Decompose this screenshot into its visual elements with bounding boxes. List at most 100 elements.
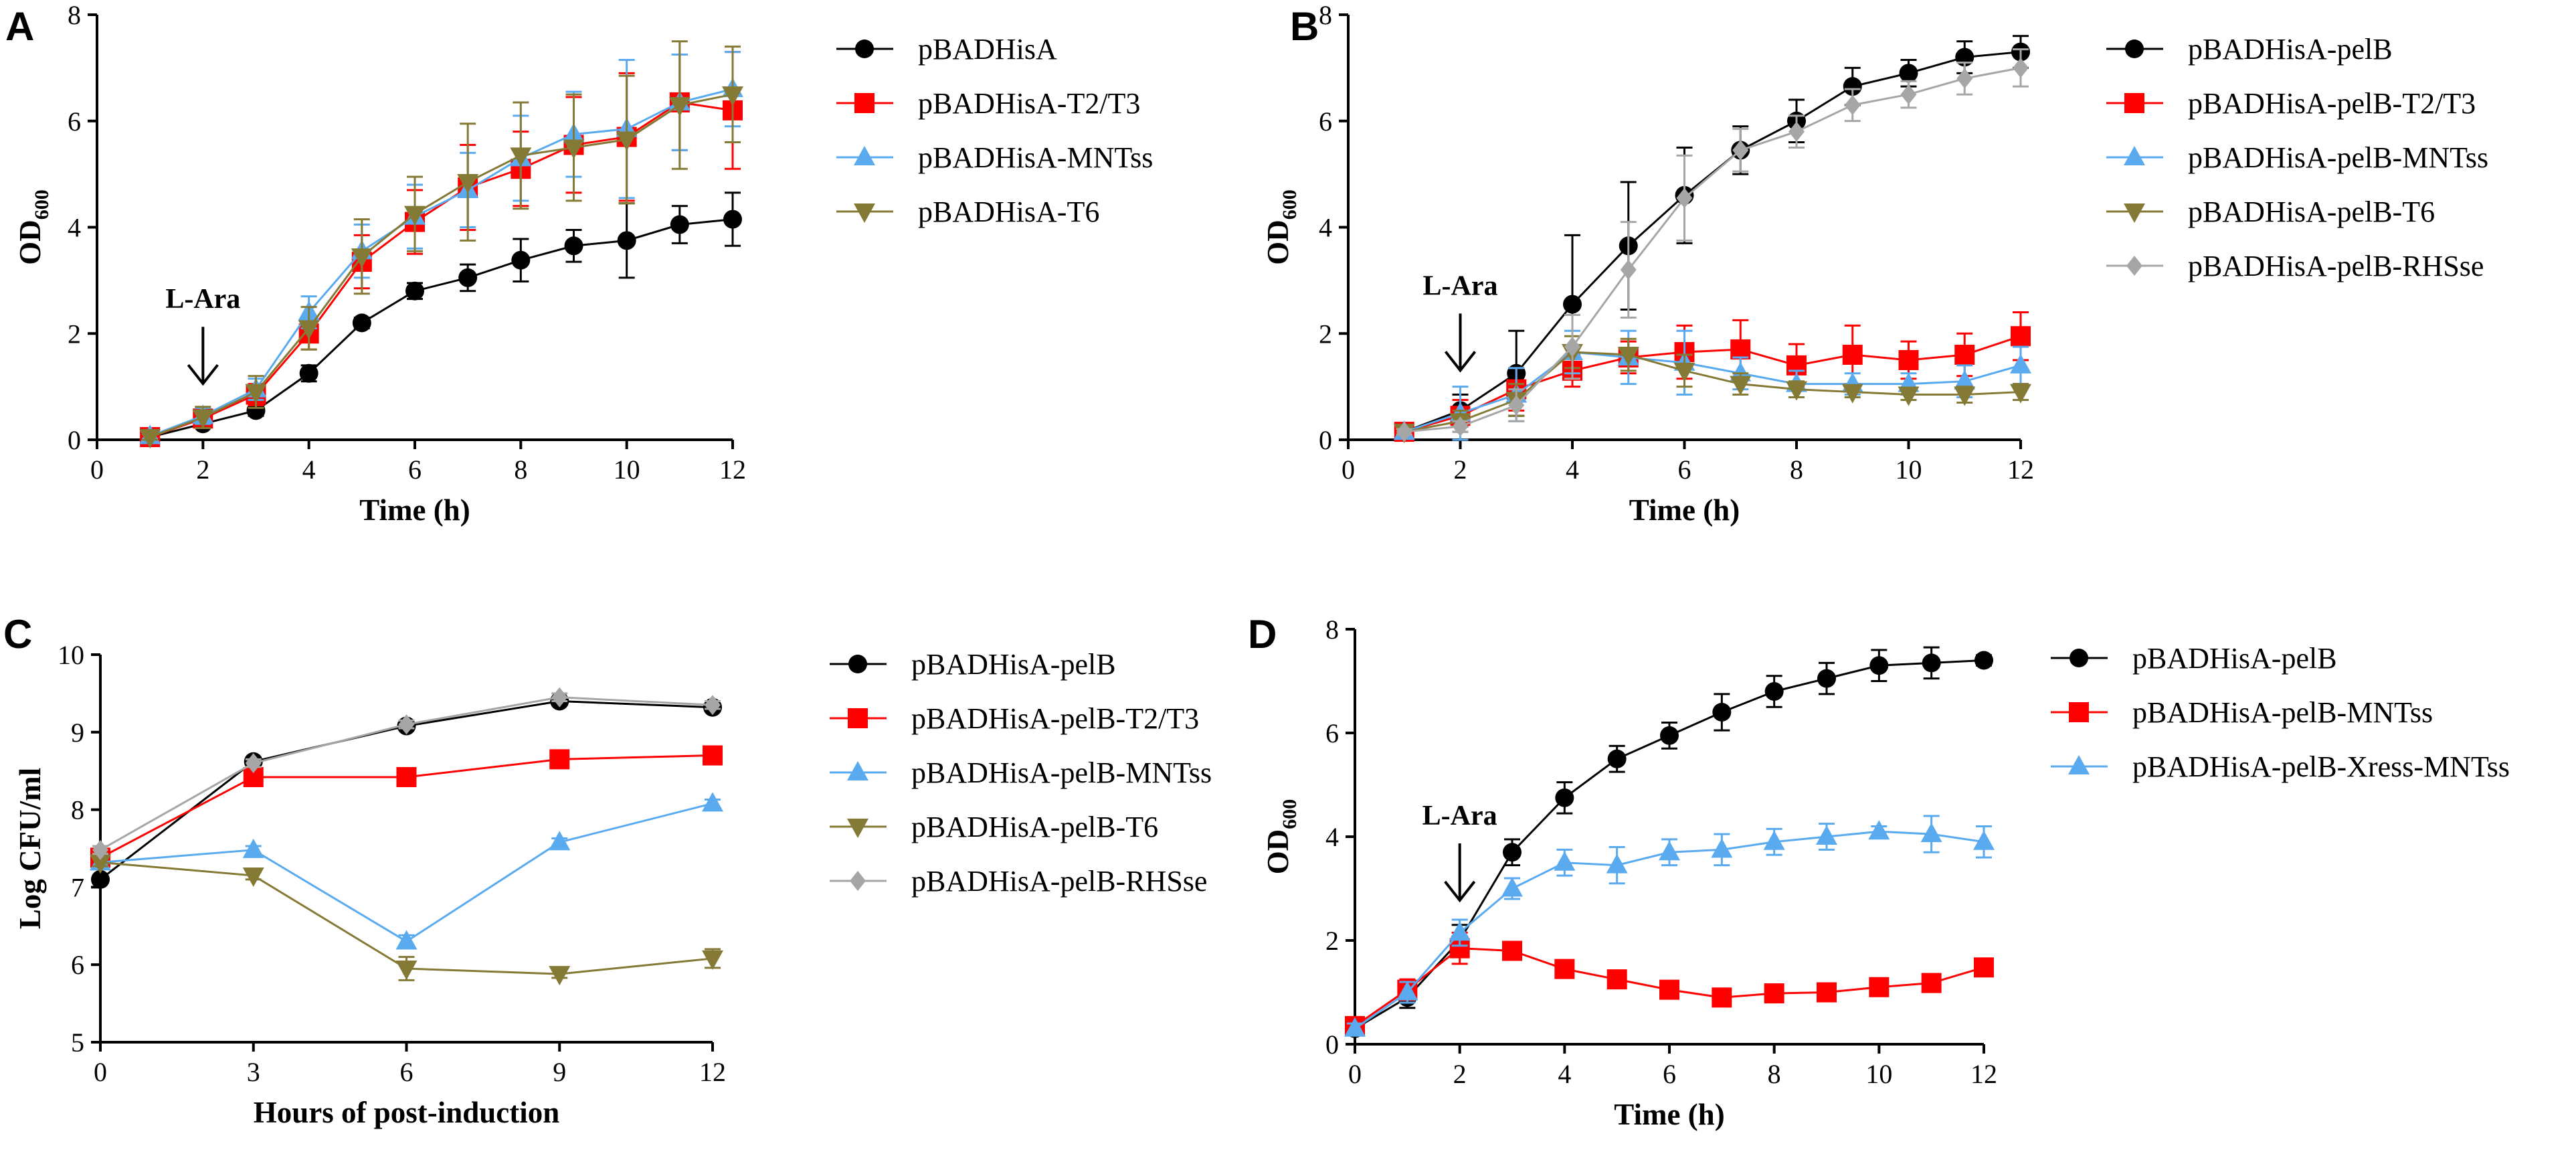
panel-letter-c: C bbox=[3, 612, 32, 657]
x-tick-label: 6 bbox=[1678, 454, 1691, 485]
data-point bbox=[703, 745, 723, 766]
x-tick-label: 2 bbox=[196, 454, 209, 485]
data-point bbox=[1396, 981, 1418, 1001]
data-point bbox=[1730, 339, 1751, 360]
data-point bbox=[1449, 921, 1471, 941]
x-tick-label: 6 bbox=[1663, 1059, 1676, 1089]
legend-marker bbox=[2125, 39, 2144, 58]
y-tick-label: 6 bbox=[1325, 718, 1339, 748]
legend-label: pBADHisA-pelB-T6 bbox=[2188, 195, 2435, 228]
series-line bbox=[149, 101, 733, 438]
legend-marker bbox=[854, 203, 875, 223]
data-point bbox=[564, 236, 583, 256]
legend-label: pBADHisA-pelB-MNTss bbox=[911, 756, 1212, 789]
y-tick-label: 6 bbox=[68, 106, 81, 137]
data-point bbox=[1396, 422, 1412, 442]
legend-marker bbox=[848, 655, 867, 673]
data-point bbox=[722, 86, 743, 106]
data-point bbox=[1564, 337, 1580, 357]
data-point bbox=[91, 870, 110, 889]
data-point bbox=[1732, 140, 1749, 161]
x-tick-label: 3 bbox=[247, 1057, 260, 1087]
legend-label: pBADHisA-MNTss bbox=[918, 141, 1153, 174]
data-point bbox=[90, 854, 111, 874]
data-point bbox=[1869, 977, 1890, 997]
data-point bbox=[702, 950, 723, 970]
series-1 bbox=[90, 745, 723, 868]
data-point bbox=[139, 429, 161, 449]
series-line bbox=[149, 218, 733, 438]
legend-label: pBADHisA-pelB-Xress-MNTss bbox=[2132, 750, 2510, 783]
data-point bbox=[1898, 349, 1919, 370]
legend-marker bbox=[847, 761, 868, 780]
panel-a: A 0 2 4 6 8 10 12 0 2 4 6 8 Time (h) OD600 L-Ara pBADHis… bbox=[5, 0, 1153, 527]
x-tick-label: 0 bbox=[90, 454, 104, 485]
data-point bbox=[1974, 957, 1994, 978]
legend-label: pBADHisA-pelB-RHSse bbox=[911, 865, 1207, 898]
series-line bbox=[1404, 51, 2021, 433]
y-tick-label: 9 bbox=[71, 718, 84, 748]
data-point bbox=[1974, 651, 1993, 670]
x-tick-label: 8 bbox=[514, 454, 527, 485]
y-tick-label: 8 bbox=[71, 795, 84, 825]
x-tick-label: 4 bbox=[1566, 454, 1579, 485]
series-line bbox=[1404, 66, 2021, 433]
legend-label: pBADHisA-pelB-MNTss bbox=[2188, 141, 2488, 174]
l-ara-arrow bbox=[1444, 843, 1476, 903]
data-point bbox=[1921, 973, 1942, 993]
y-tick-label: 2 bbox=[1319, 319, 1332, 349]
data-point bbox=[670, 215, 689, 234]
legend-marker bbox=[2069, 649, 2088, 667]
data-point bbox=[92, 839, 108, 860]
legend-marker bbox=[2126, 256, 2142, 276]
legend-marker bbox=[2069, 702, 2089, 722]
data-point bbox=[1817, 669, 1836, 688]
x-tick-label: 2 bbox=[1453, 1059, 1467, 1089]
data-point bbox=[2010, 384, 2031, 404]
data-point bbox=[298, 320, 320, 340]
legend-marker bbox=[855, 39, 874, 58]
y-tick-label: 8 bbox=[1325, 614, 1339, 645]
y-tick-label: 2 bbox=[1325, 926, 1339, 956]
legend-entry: pBADHisA-pelB bbox=[2106, 33, 2393, 66]
data-point bbox=[1764, 983, 1784, 1004]
x-tick-label: 10 bbox=[614, 454, 640, 485]
data-point bbox=[1956, 68, 1973, 89]
data-point bbox=[1659, 841, 1680, 861]
data-point bbox=[1617, 347, 1639, 366]
data-point bbox=[1920, 823, 1942, 843]
data-point bbox=[1899, 64, 1918, 83]
data-point bbox=[1563, 295, 1582, 314]
x-tick-label: 9 bbox=[553, 1057, 566, 1087]
data-point bbox=[245, 384, 267, 404]
series-1 bbox=[1345, 931, 1994, 1036]
series-2 bbox=[139, 51, 743, 444]
data-point bbox=[405, 281, 424, 301]
l-ara-label: L-Ara bbox=[165, 284, 240, 315]
data-point bbox=[1868, 820, 1890, 840]
data-point bbox=[1712, 987, 1732, 1008]
legend-label: pBADHisA-T2/T3 bbox=[918, 87, 1140, 120]
y-tick-label: 0 bbox=[1319, 425, 1332, 455]
data-point bbox=[1922, 653, 1941, 673]
legend-entry: pBADHisA-T2/T3 bbox=[836, 87, 1140, 120]
data-point bbox=[617, 231, 636, 250]
x-tick-label: 0 bbox=[1342, 454, 1355, 485]
legend-marker bbox=[2124, 203, 2145, 223]
data-point bbox=[398, 714, 415, 735]
l-ara-label: L-Ara bbox=[1422, 801, 1497, 831]
data-point bbox=[1503, 843, 1522, 862]
legend-label: pBADHisA-pelB bbox=[911, 648, 1116, 681]
y-tick-label: 6 bbox=[1319, 106, 1332, 137]
x-tick-label: 0 bbox=[1348, 1059, 1362, 1089]
legend-entry: pBADHisA-MNTss bbox=[836, 141, 1153, 174]
data-point bbox=[1869, 656, 1889, 675]
data-point bbox=[242, 838, 264, 858]
data-point bbox=[668, 96, 691, 116]
data-point bbox=[723, 210, 742, 229]
legend-label: pBADHisA-pelB-T2/T3 bbox=[2188, 87, 2476, 120]
series-1 bbox=[140, 51, 743, 448]
legend-label: pBADHisA-pelB-RHSse bbox=[2188, 250, 2484, 282]
data-point bbox=[1841, 384, 1863, 404]
